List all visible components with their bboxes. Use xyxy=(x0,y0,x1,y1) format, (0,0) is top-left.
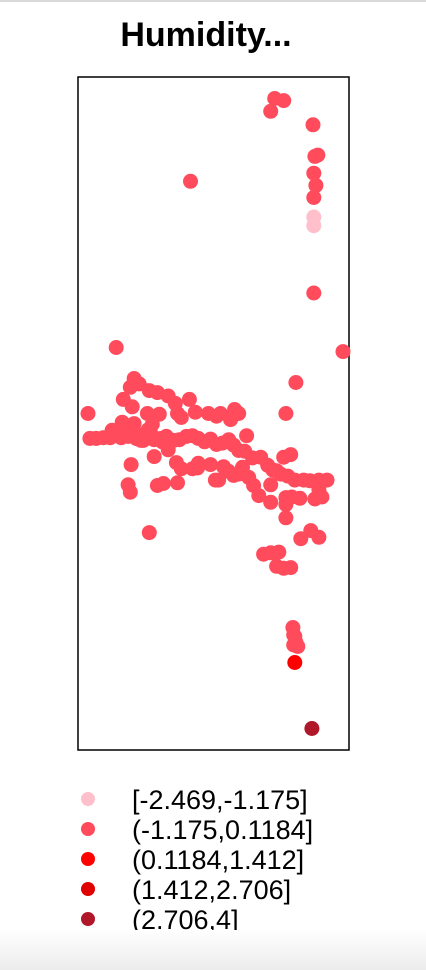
data-point xyxy=(144,416,160,432)
top-rule xyxy=(0,0,426,2)
data-point xyxy=(288,375,304,390)
data-point xyxy=(203,457,218,473)
legend-marker xyxy=(81,912,95,926)
data-point xyxy=(271,544,287,560)
plot-frame xyxy=(77,76,350,751)
data-point xyxy=(235,459,250,475)
data-point xyxy=(307,491,323,507)
data-point xyxy=(263,477,279,493)
legend: [-2.469,-1.175](-1.175,0.1184](0.1184,1.… xyxy=(81,785,313,935)
legend-label: [-2.469,-1.175] xyxy=(132,785,308,815)
data-point xyxy=(306,218,322,234)
data-point xyxy=(278,406,294,421)
data-point xyxy=(223,412,239,428)
legend-label: (0.1184,1.412] xyxy=(132,845,304,875)
data-point xyxy=(124,399,140,415)
data-point xyxy=(104,422,120,438)
data-point xyxy=(211,472,227,488)
legend-label: (-1.175,0.1184] xyxy=(132,815,313,845)
data-point xyxy=(181,391,197,407)
data-point xyxy=(305,117,321,133)
data-point xyxy=(306,285,322,301)
data-point xyxy=(128,426,144,442)
data-point xyxy=(183,173,198,189)
legend-marker xyxy=(81,792,95,806)
data-points xyxy=(80,91,351,736)
data-point xyxy=(154,434,170,450)
data-point xyxy=(239,428,255,444)
data-point xyxy=(306,165,322,181)
data-point xyxy=(308,177,324,193)
data-point xyxy=(304,721,320,736)
data-point xyxy=(335,344,351,360)
data-point xyxy=(283,560,299,576)
data-point xyxy=(269,463,285,479)
data-point xyxy=(209,408,224,424)
bottom-fade xyxy=(0,930,426,970)
legend-marker xyxy=(81,852,95,866)
data-point xyxy=(306,190,322,205)
data-point xyxy=(80,406,96,421)
data-point xyxy=(141,525,157,541)
data-point xyxy=(168,455,184,471)
data-point xyxy=(123,457,139,473)
data-point xyxy=(122,484,138,500)
data-point xyxy=(276,93,292,109)
data-point xyxy=(190,455,206,471)
data-point xyxy=(287,628,303,644)
data-point xyxy=(283,447,299,463)
data-point xyxy=(311,529,327,545)
data-point xyxy=(287,655,303,670)
data-point xyxy=(108,340,124,355)
data-point xyxy=(216,459,231,475)
data-point xyxy=(278,496,294,512)
legend-label: (1.412,2.706] xyxy=(132,875,291,905)
data-point xyxy=(155,476,171,491)
data-point xyxy=(187,404,203,420)
data-point xyxy=(263,494,279,510)
data-point xyxy=(173,410,189,425)
data-point xyxy=(170,475,185,491)
legend-marker xyxy=(81,822,95,836)
data-point xyxy=(263,103,279,119)
data-point xyxy=(278,510,294,526)
data-point xyxy=(307,148,323,164)
data-point xyxy=(293,531,309,547)
chart-title: Humidity... xyxy=(120,16,291,54)
legend-marker xyxy=(81,882,95,896)
data-point xyxy=(114,414,130,430)
data-point xyxy=(146,449,162,465)
